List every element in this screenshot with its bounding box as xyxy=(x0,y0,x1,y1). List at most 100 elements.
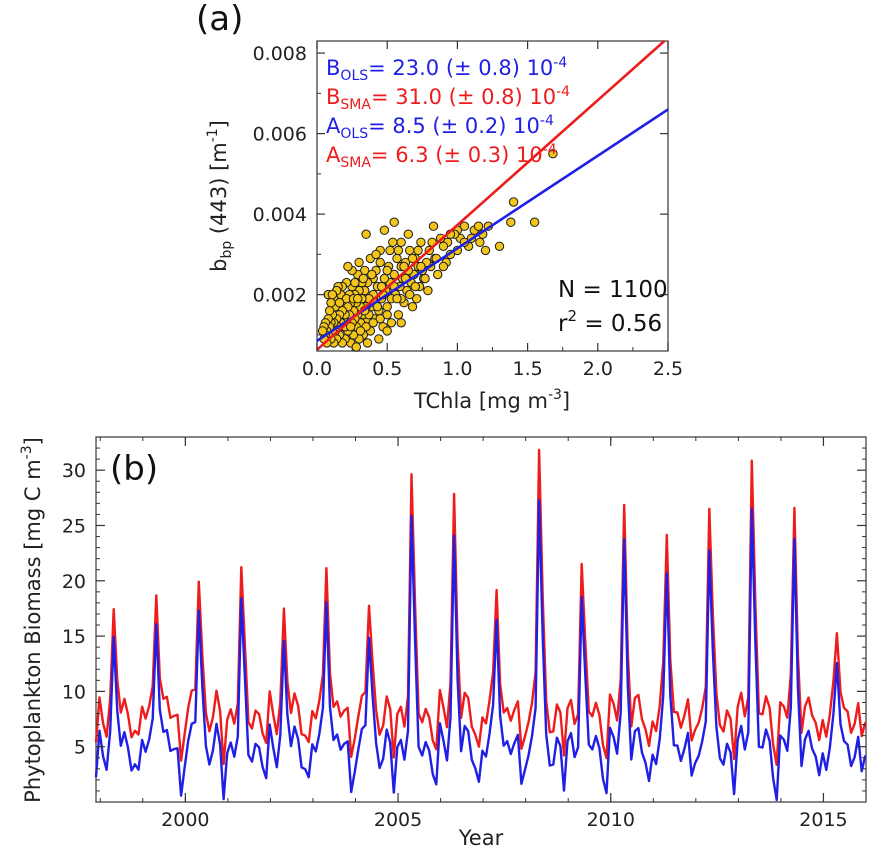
scatter-point xyxy=(375,314,385,324)
x-tick-label-b: 2005 xyxy=(374,809,422,831)
scatter-point xyxy=(392,294,402,304)
scatter-point xyxy=(382,310,392,320)
scatter-point xyxy=(438,241,449,252)
scatter-point xyxy=(355,326,366,336)
scatter-point xyxy=(473,221,484,231)
stat-r2-main: r xyxy=(558,311,568,337)
y-tick-label-b: 15 xyxy=(62,626,86,648)
scatter-point xyxy=(548,149,558,159)
timeseries-panel: 2000 2005 2010 2015 5 10 15 20 25 30 (b) Year Phy… xyxy=(19,436,867,850)
y-tick-label-b: 25 xyxy=(62,515,86,537)
scatter-point xyxy=(361,229,371,239)
scatter-point xyxy=(317,326,328,336)
scatter-point xyxy=(382,302,392,312)
annotation-a-sma: ASMA= 6.3 (± 0.3) 10-4 xyxy=(326,142,557,171)
scatter-point xyxy=(324,306,335,316)
scatter-point xyxy=(459,221,470,231)
scatter-point xyxy=(399,261,409,272)
annotation-b-ols-sub: OLS xyxy=(340,68,368,84)
scatter-point xyxy=(327,289,338,300)
y-axis-label-b: Phytoplankton Biomass [mg C m-3] xyxy=(19,437,45,803)
scatter-point xyxy=(334,298,345,308)
annotation-a-ols-main: A xyxy=(326,114,341,138)
scatter-ticks: 0.0 0.5 1.0 1.5 2.0 2.5 0.002 0.004 0.006 0.008 xyxy=(253,41,683,380)
x-axis-label-a-end: ] xyxy=(562,389,570,413)
annotation-b-ols: BOLS= 23.0 (± 0.8) 10-4 xyxy=(326,55,567,84)
scatter-point xyxy=(405,245,415,256)
annotation-b-ols-main: B xyxy=(326,56,340,80)
x-axis-label-b: Year xyxy=(458,826,504,850)
y-tick-label-a: 0.006 xyxy=(253,124,307,146)
x-tick-label-a: 2.5 xyxy=(653,358,683,380)
x-tick-label-b: 2000 xyxy=(161,809,209,831)
y-tick-label-b: 10 xyxy=(62,681,86,703)
scatter-point xyxy=(412,294,422,304)
scatter-point xyxy=(353,294,363,304)
scatter-point xyxy=(393,245,404,256)
scatter-panel: 0.0 0.5 1.0 1.5 2.0 2.5 0.002 0.004 0.006 0.008 (… xyxy=(196,0,683,413)
x-tick-label-b: 2010 xyxy=(587,809,635,831)
y-axis-label-a: bbp (443) [m-1] xyxy=(205,120,235,272)
scatter-point xyxy=(350,277,360,288)
scatter-point xyxy=(423,285,433,296)
scatter-point xyxy=(382,326,392,336)
x-tick-label-b: 2015 xyxy=(799,809,847,831)
y-axis-label-a-sub: bp xyxy=(219,241,235,259)
scatter-point xyxy=(343,261,353,272)
scatter-point xyxy=(475,237,485,248)
y-tick-label-b: 20 xyxy=(62,571,86,593)
y-tick-label-a: 0.002 xyxy=(253,285,307,307)
annotation-a-sma-sub: SMA xyxy=(340,155,371,171)
regression-lines xyxy=(316,40,669,351)
scatter-point xyxy=(346,322,356,332)
scatter-point xyxy=(529,217,540,227)
y-tick-label-b: 30 xyxy=(62,460,86,482)
scatter-point xyxy=(407,253,418,264)
scatter-point xyxy=(375,257,385,268)
annotation-b-sma-main: B xyxy=(326,85,340,109)
annotation-a-ols-sup: -4 xyxy=(540,113,554,129)
scatter-point xyxy=(416,237,426,248)
scatter-point xyxy=(405,289,415,300)
x-axis-label-a-main: TChla [mg m xyxy=(413,389,548,413)
x-axis-label-a-sup: -3 xyxy=(548,387,562,403)
scatter-point xyxy=(393,310,404,320)
scatter-point xyxy=(382,265,392,276)
annotation-b-sma-sup: -4 xyxy=(556,84,570,100)
y-axis-label-b-sup: -3 xyxy=(19,445,35,459)
stat-r2-sup: 2 xyxy=(567,307,577,325)
scatter-point xyxy=(368,318,378,328)
annotation-a-ols-sub: OLS xyxy=(340,126,368,142)
stat-r2-text: = 0.56 xyxy=(577,311,662,337)
annotation-b-ols-text: = 23.0 (± 0.8) 10 xyxy=(368,56,553,80)
y-axis-label-b-end: ] xyxy=(21,437,45,445)
annotation-b-sma-sub: SMA xyxy=(340,97,371,113)
scatter-point xyxy=(326,298,336,308)
stat-r2: r2 = 0.56 xyxy=(558,307,662,337)
scatter-point xyxy=(508,197,519,207)
scatter-point xyxy=(358,273,368,284)
scatter-point xyxy=(367,269,377,280)
scatter-point xyxy=(403,229,413,239)
scatter-point xyxy=(374,334,384,344)
scatter-point xyxy=(416,261,426,272)
scatter-point xyxy=(480,245,491,256)
x-tick-label-a: 1.5 xyxy=(512,358,542,380)
annotation-a-sma-main: A xyxy=(326,143,341,167)
scatter-point xyxy=(413,245,423,256)
scatter-point xyxy=(379,225,390,235)
scatter-point xyxy=(389,217,399,227)
panel-label-b: (b) xyxy=(110,449,158,489)
scatter-point xyxy=(371,249,381,260)
scatter-point xyxy=(506,217,516,227)
y-tick-label-a: 0.008 xyxy=(253,43,307,65)
x-tick-label-a: 0.0 xyxy=(302,358,332,380)
timeseries-ticks: 2000 2005 2010 2015 5 10 15 20 25 30 xyxy=(62,437,866,831)
scatter-point xyxy=(438,261,449,272)
y-axis-label-a-main: b xyxy=(207,259,231,272)
annotation-a-sma-sup: -4 xyxy=(543,142,557,158)
timeseries-lines xyxy=(94,448,867,802)
scatter-point xyxy=(354,257,364,268)
scatter-point xyxy=(410,281,420,292)
